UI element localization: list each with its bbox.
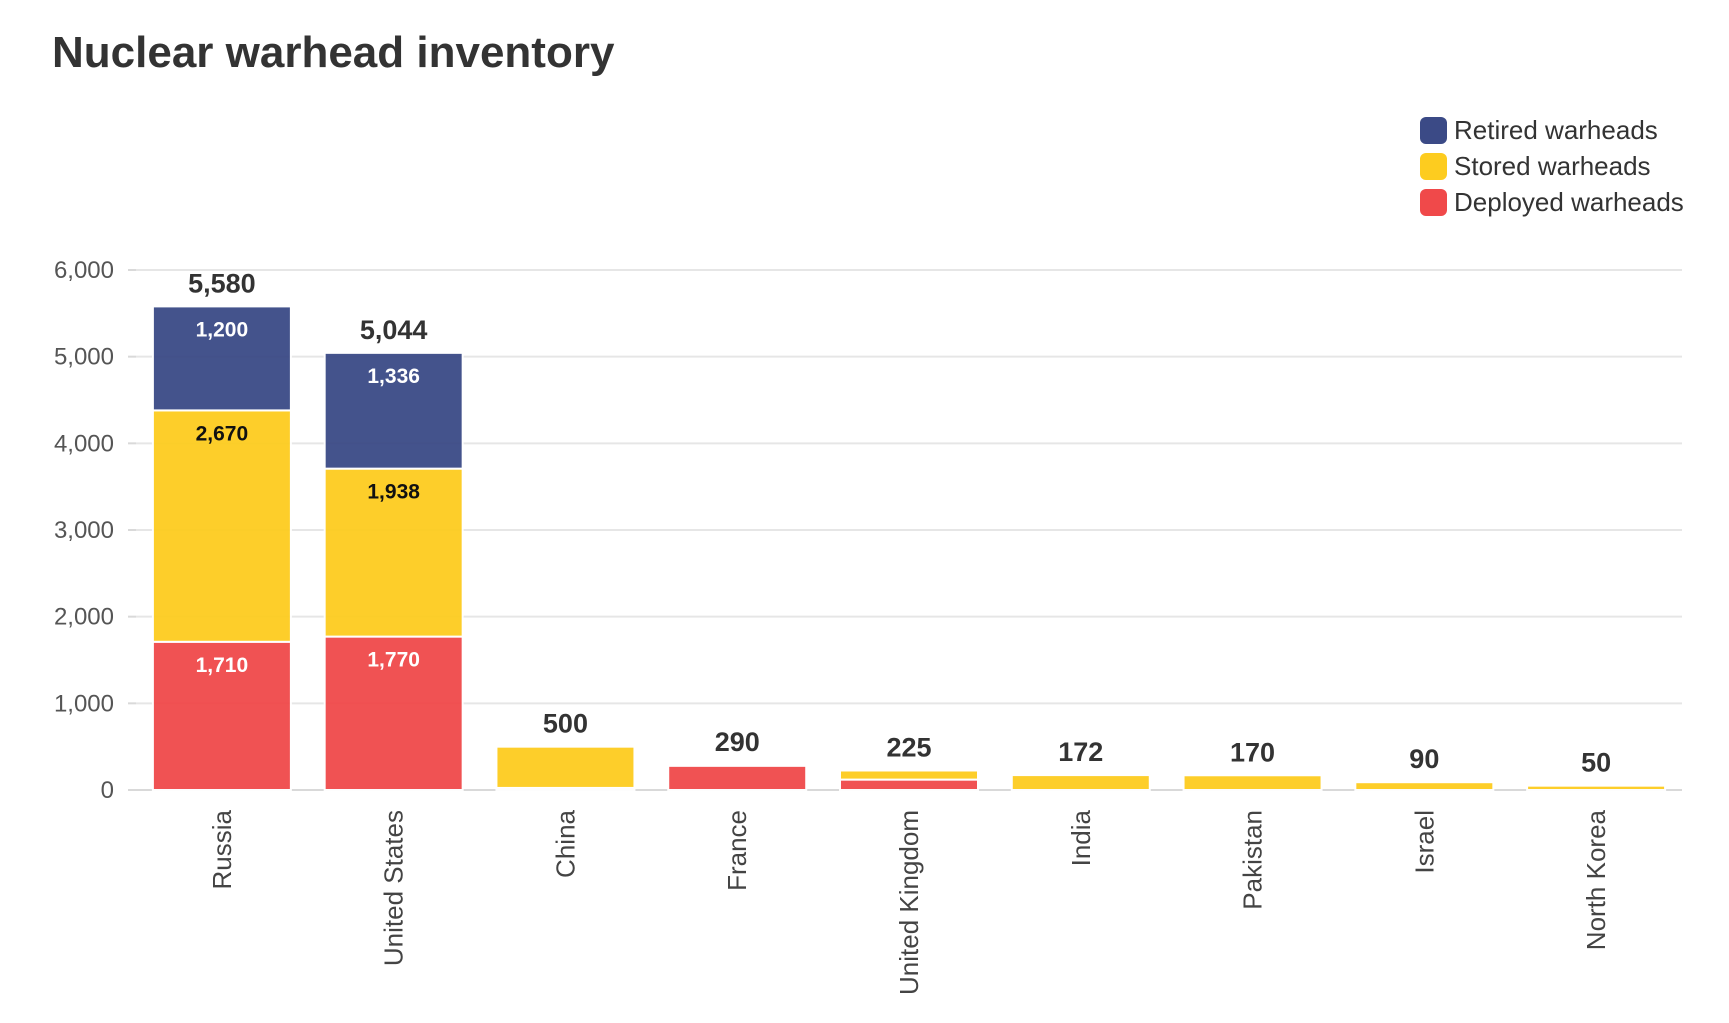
legend-swatch-stored	[1420, 152, 1447, 180]
bar-segment-stored[interactable]	[1010, 774, 1151, 791]
x-category-label: India	[1066, 809, 1096, 866]
total-value-label: 5,044	[360, 315, 428, 345]
x-category-label: United States	[379, 810, 409, 966]
total-value-label: 90	[1409, 744, 1439, 774]
bar-segment-retired[interactable]	[323, 351, 464, 470]
bar-segment-stored[interactable]	[1182, 774, 1323, 791]
legend-item-deployed[interactable]: Deployed warheads	[1420, 184, 1684, 220]
y-tick-label: 2,000	[54, 604, 114, 631]
segment-value-label: 1,200	[196, 318, 249, 341]
segment-value-label: 1,710	[196, 654, 249, 677]
total-value-label: 50	[1581, 748, 1611, 778]
x-category-label: France	[722, 810, 752, 891]
y-tick-label: 4,000	[54, 430, 114, 457]
chart-legend: Retired warheads Stored warheads Deploye…	[1420, 112, 1684, 220]
legend-item-stored[interactable]: Stored warheads	[1420, 148, 1684, 184]
chart-title: Nuclear warhead inventory	[52, 28, 615, 77]
y-tick-label: 0	[101, 777, 114, 804]
bar-segment-deployed[interactable]	[839, 778, 979, 791]
segment-value-label: 2,670	[196, 422, 249, 445]
segment-value-label: 1,938	[367, 481, 420, 504]
labels: 0 1,000 2,000 3,000 4,000 5,000 6,000 1,710 2,67…	[54, 257, 1611, 995]
legend-swatch-deployed	[1420, 188, 1447, 216]
total-value-label: 290	[715, 727, 760, 757]
legend-label-deployed: Deployed warheads	[1454, 186, 1684, 217]
y-tick-label: 6,000	[54, 257, 114, 284]
bars	[151, 305, 1667, 792]
segment-value-label: 1,336	[367, 365, 420, 388]
total-value-label: 225	[886, 733, 931, 763]
bar-segment-stored[interactable]	[495, 745, 636, 789]
segment-value-label: 1,770	[367, 649, 420, 672]
bar-segment-deployed[interactable]	[323, 635, 464, 791]
y-tick-label: 1,000	[54, 690, 114, 717]
y-tick-label: 3,000	[54, 517, 114, 544]
legend-swatch-retired	[1420, 116, 1447, 144]
bar-segment-stored[interactable]	[1354, 781, 1495, 792]
x-category-label: Russia	[207, 809, 237, 889]
bar-segment-retired[interactable]	[151, 305, 292, 412]
x-category-label: North Korea	[1581, 809, 1611, 950]
bar-segment-stored[interactable]	[667, 763, 808, 767]
total-value-label: 170	[1230, 737, 1275, 767]
bar-segment-stored[interactable]	[151, 409, 292, 643]
bar-segment-stored[interactable]	[1526, 784, 1667, 792]
total-value-label: 172	[1058, 737, 1103, 767]
y-tick-label: 5,000	[54, 344, 114, 371]
x-category-label: China	[550, 809, 580, 877]
total-value-label: 500	[543, 709, 588, 739]
total-value-label: 5,580	[188, 268, 256, 298]
x-category-label: Pakistan	[1238, 810, 1268, 910]
x-category-label: United Kingdom	[894, 810, 924, 995]
legend-item-retired[interactable]: Retired warheads	[1420, 112, 1684, 148]
legend-label-retired: Retired warheads	[1454, 114, 1658, 145]
bar-segment-deployed[interactable]	[667, 764, 808, 792]
bar-segment-stored[interactable]	[839, 769, 979, 781]
x-category-label: Israel	[1409, 810, 1439, 874]
legend-label-stored: Stored warheads	[1454, 150, 1651, 181]
